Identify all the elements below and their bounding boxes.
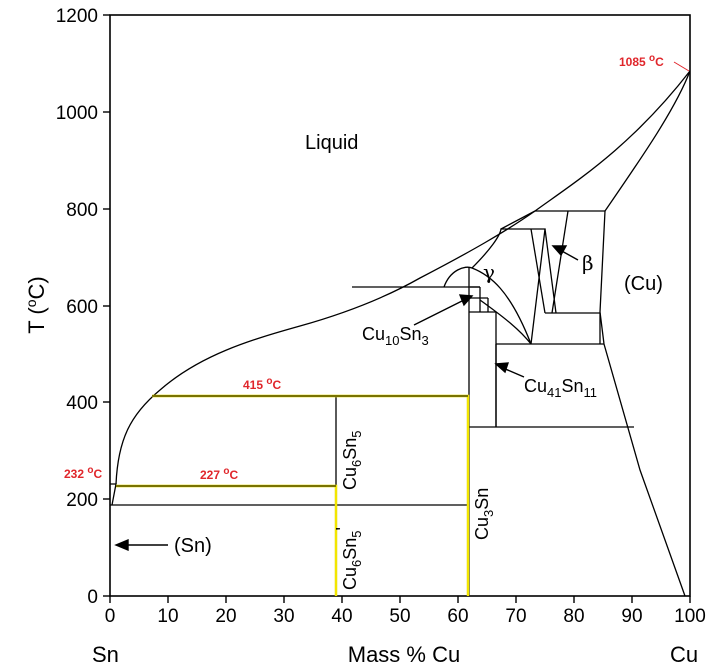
x-tick-label: 40 (331, 606, 352, 627)
y-tick-label: 800 (66, 200, 98, 221)
cu10sn3-label: Cu10Sn3 (362, 324, 429, 348)
plot-frame (109, 14, 691, 597)
cu6sn5-label: Cu6Sn5 (340, 430, 364, 490)
x-tick-label: 70 (505, 606, 526, 627)
y-tick-marks (103, 14, 110, 597)
x-axis-left-end: Sn (92, 642, 119, 667)
sn-melt-label: 232 oC (64, 465, 102, 481)
x-tick-label: 50 (389, 606, 410, 627)
y-tick-label: 200 (66, 490, 98, 511)
beta-label: β (582, 251, 594, 275)
solidus-cu (604, 70, 691, 212)
cu-melt-leader (673, 61, 690, 72)
x-axis-title: Mass % Cu (348, 642, 460, 667)
x-axis-right-end: Cu (670, 642, 698, 667)
gamma-label: γ (483, 260, 495, 284)
arrows (114, 245, 579, 552)
highlight-lines (116, 394, 470, 596)
x-tick-label: 10 (157, 606, 178, 627)
cu3sn-label: Cu3Sn (472, 488, 496, 540)
y-tick-label: 1000 (56, 103, 98, 124)
gamma-dome (443, 266, 532, 345)
cu-melt-label: 1085 oC (619, 53, 664, 69)
peritectic-415-label: 415 oC (243, 376, 281, 392)
peritectic-415-highlight (152, 394, 470, 596)
sn-phase-label: (Sn) (174, 535, 212, 557)
cu10sn3-arrow-shaft (413, 299, 465, 326)
x-tick-label: 20 (215, 606, 236, 627)
eutectic-227-highlight (116, 484, 338, 596)
y-tick-labels: 0 200 400 600 800 1000 1200 (56, 6, 98, 608)
temperature-labels: 1085 oC 232 oC 227 oC 415 oC (64, 53, 690, 482)
cu6sn5-prime-label: Cu6Sn5' (333, 527, 364, 590)
sn-arrow-head (114, 538, 129, 552)
x-tick-label: 0 (105, 606, 116, 627)
x-tick-labels: 0 10 20 30 40 50 60 70 80 90 100 (105, 606, 706, 627)
beta-left (530, 228, 546, 314)
x-tick-label: 30 (273, 606, 294, 627)
cu10sn3-arrow-head (458, 294, 474, 307)
y-axis-title: T (oC) (23, 276, 49, 334)
x-tick-label: 100 (674, 606, 706, 627)
x-tick-label: 80 (563, 606, 584, 627)
beta-upper-cu (544, 228, 557, 314)
beta-right (551, 210, 569, 314)
phase-boundaries (110, 70, 691, 597)
x-tick-marks (109, 596, 691, 603)
liquid-label: Liquid (305, 132, 358, 154)
y-tick-label: 400 (66, 393, 98, 414)
x-tick-label: 60 (447, 606, 468, 627)
beta-top (500, 210, 536, 230)
solidus-sn (110, 483, 117, 506)
y-tick-label: 600 (66, 297, 98, 318)
eutectic-227-line (116, 484, 338, 596)
eutectic-227-label: 227 oC (200, 466, 238, 482)
beta-arrow-head (551, 245, 568, 257)
x-tick-label: 90 (621, 606, 642, 627)
liquidus-sn-side (115, 70, 691, 485)
y-tick-label: 0 (87, 587, 98, 608)
cu41sn11-label: Cu41Sn11 (524, 376, 597, 400)
solvus-cu (599, 210, 686, 597)
y-tick-label: 1200 (56, 6, 98, 27)
peritectic-415-line (152, 394, 470, 596)
cu-phase-label: (Cu) (624, 273, 663, 295)
cu41sn11-arrow-head (494, 362, 509, 374)
